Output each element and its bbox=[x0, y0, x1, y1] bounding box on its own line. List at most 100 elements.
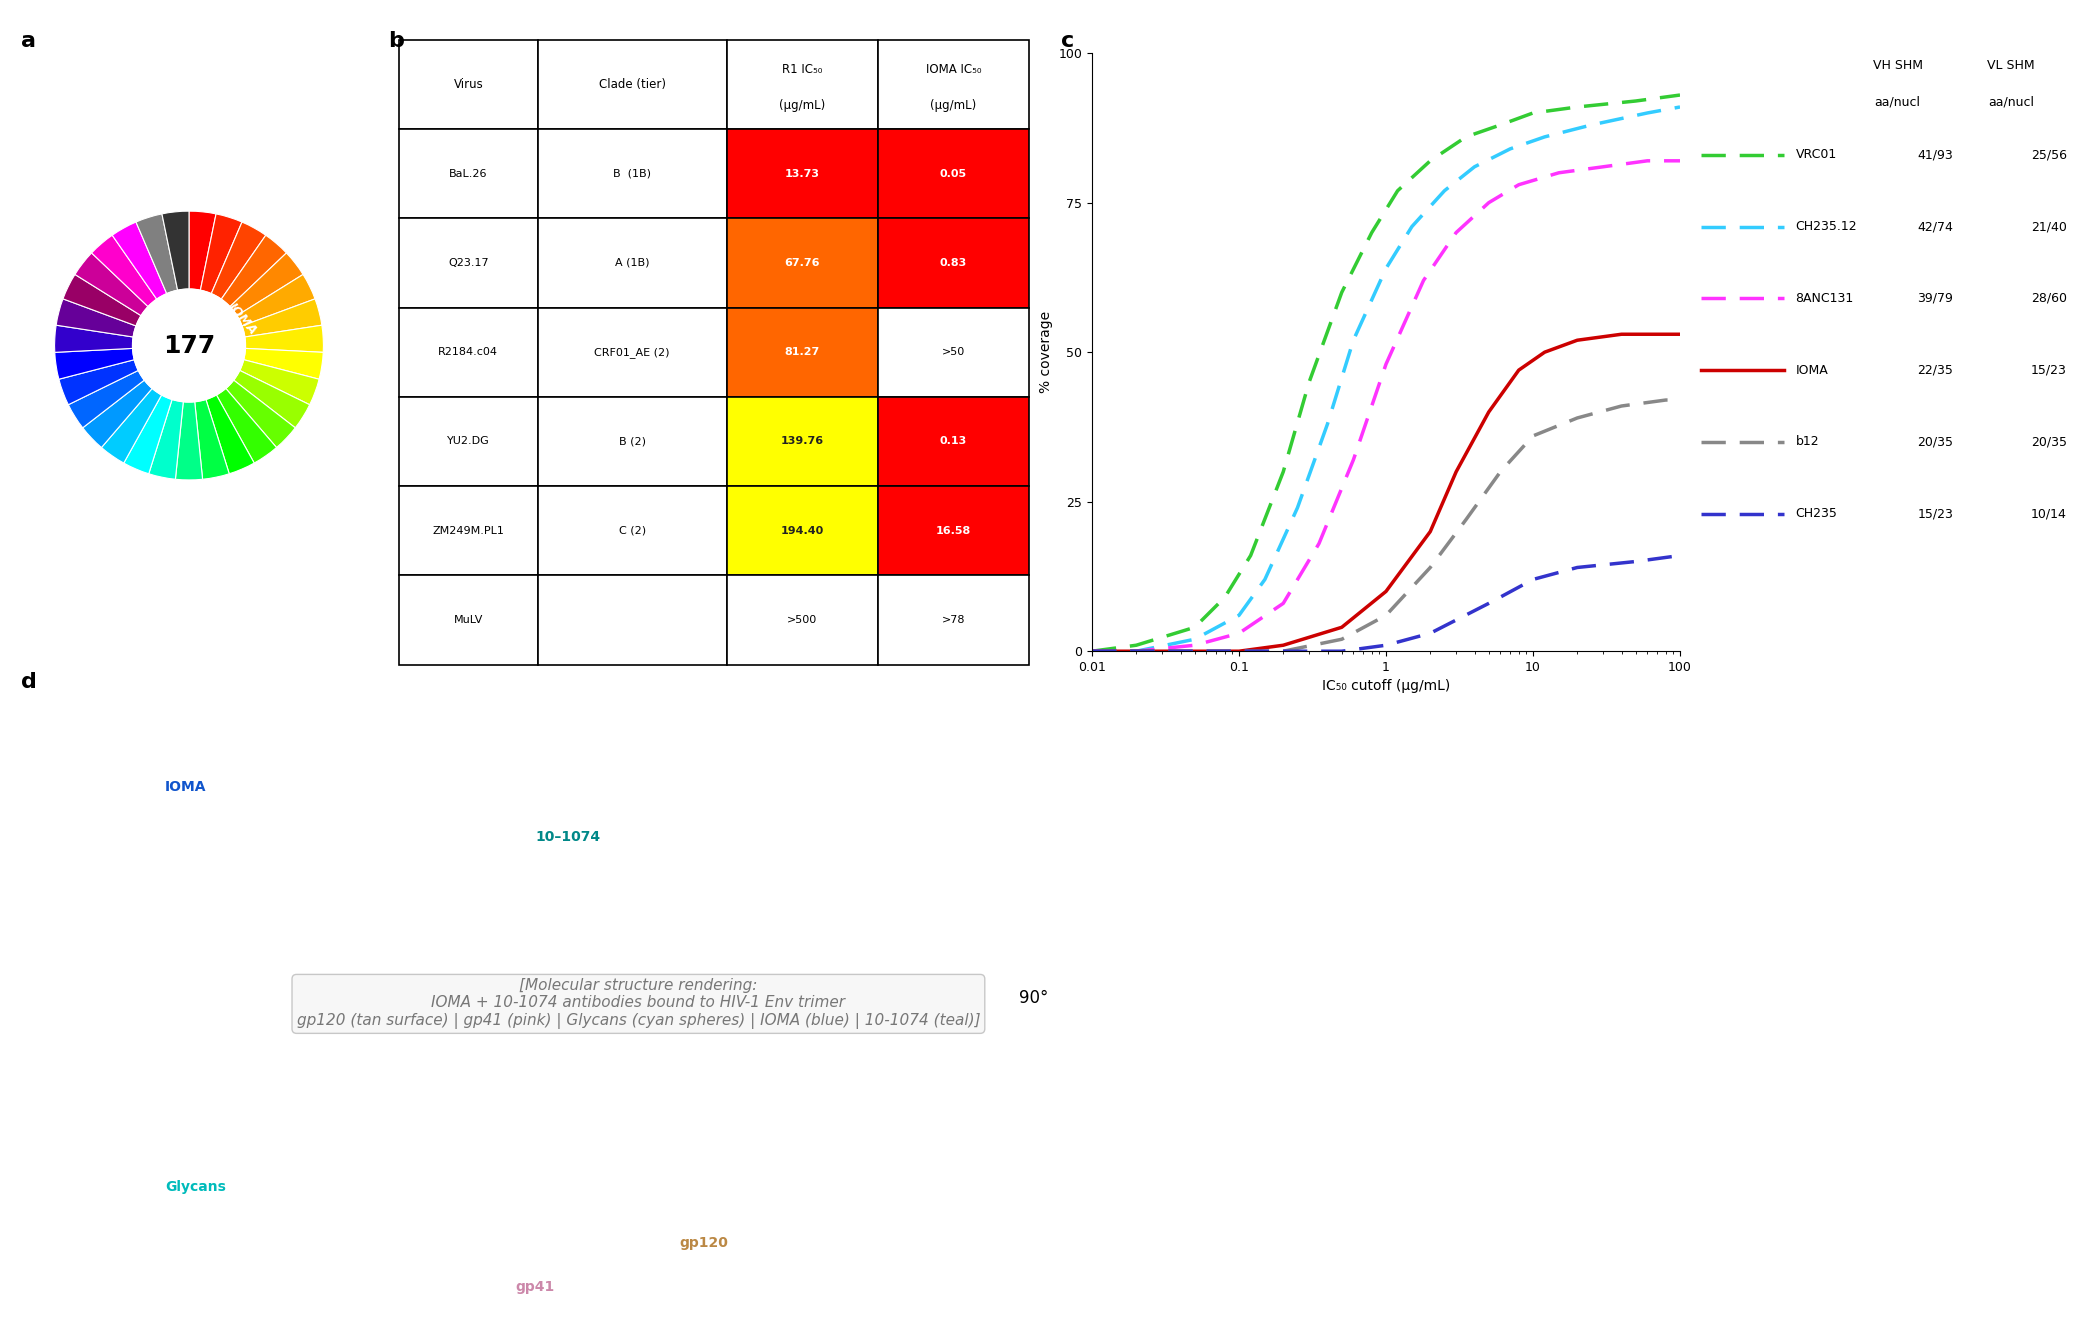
Bar bbox=[727, 40, 878, 129]
Text: c: c bbox=[1060, 31, 1073, 51]
Text: Glycans: Glycans bbox=[166, 1180, 227, 1193]
Wedge shape bbox=[69, 371, 145, 428]
Wedge shape bbox=[200, 214, 242, 294]
Text: C (2): C (2) bbox=[620, 526, 645, 536]
Text: 20/35: 20/35 bbox=[1917, 436, 1953, 448]
Text: 22/35: 22/35 bbox=[1917, 364, 1953, 376]
Text: B  (1B): B (1B) bbox=[613, 169, 651, 178]
Text: R1 IC₅₀: R1 IC₅₀ bbox=[781, 62, 823, 76]
Bar bbox=[878, 129, 1029, 218]
Wedge shape bbox=[189, 211, 216, 290]
Wedge shape bbox=[239, 360, 319, 405]
Text: 16.58: 16.58 bbox=[937, 526, 970, 536]
Bar bbox=[727, 397, 878, 486]
Bar bbox=[538, 486, 727, 575]
Wedge shape bbox=[237, 275, 315, 326]
Wedge shape bbox=[101, 388, 162, 462]
Text: gp41: gp41 bbox=[514, 1280, 554, 1293]
Text: 28/60: 28/60 bbox=[2031, 292, 2066, 304]
Wedge shape bbox=[82, 380, 151, 448]
Bar bbox=[538, 129, 727, 218]
Text: 10/14: 10/14 bbox=[2031, 508, 2066, 520]
Text: 41/93: 41/93 bbox=[1917, 149, 1953, 161]
Text: YU2.DG: YU2.DG bbox=[447, 436, 489, 447]
Text: 177: 177 bbox=[164, 334, 214, 358]
Wedge shape bbox=[162, 211, 189, 290]
Text: 67.76: 67.76 bbox=[785, 258, 819, 268]
Text: VL SHM: VL SHM bbox=[1987, 58, 2035, 72]
Bar bbox=[538, 218, 727, 307]
Bar bbox=[538, 40, 727, 129]
Wedge shape bbox=[244, 348, 323, 379]
Bar bbox=[878, 40, 1029, 129]
Bar bbox=[878, 218, 1029, 307]
Bar bbox=[727, 486, 878, 575]
Text: 8ANC131: 8ANC131 bbox=[1796, 292, 1854, 304]
Text: BaL.26: BaL.26 bbox=[449, 169, 487, 178]
Text: 20/35: 20/35 bbox=[2031, 436, 2066, 448]
Wedge shape bbox=[76, 253, 149, 316]
Bar bbox=[878, 397, 1029, 486]
Wedge shape bbox=[242, 299, 321, 338]
Wedge shape bbox=[233, 371, 309, 428]
Text: 81.27: 81.27 bbox=[785, 347, 819, 358]
Text: [Molecular structure rendering:
IOMA + 10-1074 antibodies bound to HIV-1 Env tri: [Molecular structure rendering: IOMA + 1… bbox=[296, 978, 981, 1029]
Wedge shape bbox=[212, 222, 267, 299]
Text: 0.05: 0.05 bbox=[941, 169, 966, 178]
Wedge shape bbox=[216, 388, 277, 462]
Bar bbox=[399, 218, 538, 307]
Text: CH235.12: CH235.12 bbox=[1796, 221, 1856, 233]
Bar bbox=[727, 218, 878, 307]
Bar bbox=[399, 40, 538, 129]
Bar bbox=[727, 129, 878, 218]
Bar bbox=[727, 575, 878, 664]
Wedge shape bbox=[57, 299, 136, 338]
Text: >78: >78 bbox=[941, 615, 966, 625]
Y-axis label: % coverage: % coverage bbox=[1040, 311, 1052, 393]
Circle shape bbox=[132, 290, 246, 401]
Text: 25/56: 25/56 bbox=[2031, 149, 2066, 161]
Bar bbox=[538, 397, 727, 486]
Bar bbox=[878, 307, 1029, 397]
Text: 194.40: 194.40 bbox=[781, 526, 823, 536]
Text: MuLV: MuLV bbox=[454, 615, 483, 625]
Text: 39/79: 39/79 bbox=[1917, 292, 1953, 304]
Wedge shape bbox=[176, 401, 202, 480]
Text: d: d bbox=[21, 672, 38, 692]
Text: VH SHM: VH SHM bbox=[1873, 58, 1924, 72]
Wedge shape bbox=[227, 380, 296, 448]
Text: IOMA: IOMA bbox=[227, 300, 260, 338]
Text: B (2): B (2) bbox=[620, 436, 645, 447]
Wedge shape bbox=[111, 222, 166, 299]
Text: b12: b12 bbox=[1796, 436, 1819, 448]
Bar bbox=[538, 575, 727, 664]
Bar bbox=[399, 129, 538, 218]
Wedge shape bbox=[229, 253, 302, 316]
Text: >50: >50 bbox=[941, 347, 966, 358]
Bar bbox=[878, 575, 1029, 664]
Bar bbox=[878, 486, 1029, 575]
Wedge shape bbox=[92, 235, 158, 307]
Text: 21/40: 21/40 bbox=[2031, 221, 2066, 233]
Text: Clade (tier): Clade (tier) bbox=[598, 78, 666, 90]
Bar bbox=[399, 397, 538, 486]
Text: gp120: gp120 bbox=[680, 1236, 729, 1251]
Text: 0.83: 0.83 bbox=[941, 258, 966, 268]
Text: 15/23: 15/23 bbox=[1917, 508, 1953, 520]
Bar bbox=[399, 575, 538, 664]
Text: 0.13: 0.13 bbox=[941, 436, 966, 447]
Wedge shape bbox=[246, 326, 323, 352]
Text: IOMA: IOMA bbox=[166, 780, 206, 793]
Wedge shape bbox=[63, 275, 141, 326]
Wedge shape bbox=[124, 395, 172, 473]
Text: (μg/mL): (μg/mL) bbox=[930, 98, 976, 112]
Text: 13.73: 13.73 bbox=[785, 169, 819, 178]
Wedge shape bbox=[206, 395, 254, 473]
Wedge shape bbox=[149, 400, 183, 480]
Text: Q23.17: Q23.17 bbox=[447, 258, 489, 268]
Bar bbox=[538, 307, 727, 397]
Text: aa/nucl: aa/nucl bbox=[1989, 96, 2035, 108]
Wedge shape bbox=[220, 235, 286, 307]
Text: R2184.c04: R2184.c04 bbox=[439, 347, 498, 358]
Text: VRC01: VRC01 bbox=[1796, 149, 1838, 161]
